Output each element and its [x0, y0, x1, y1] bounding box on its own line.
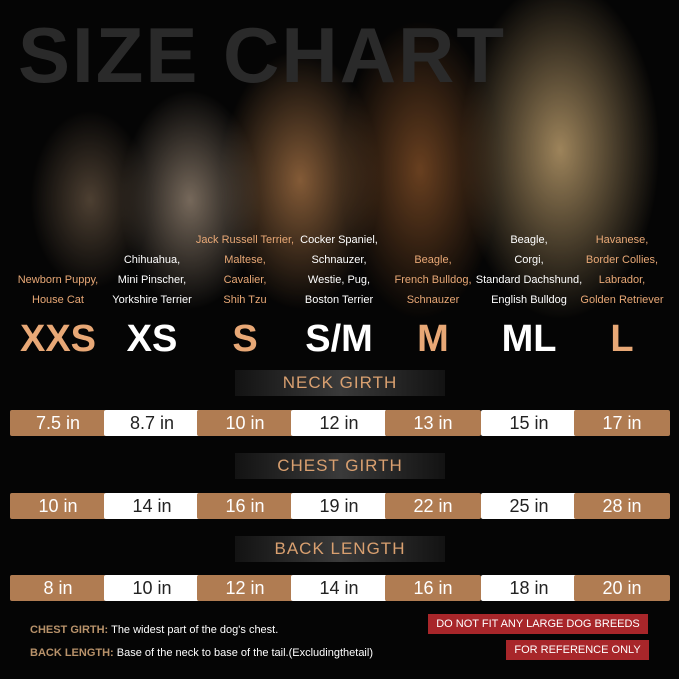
breed-name: Golden Retriever — [580, 294, 664, 306]
back-value: 12 in — [197, 575, 293, 601]
back-note-label: BACK LENGTH: — [30, 647, 114, 659]
chest-value: 25 in — [481, 493, 577, 519]
back-note-text: Base of the neck to base of the tail.(Ex… — [116, 647, 373, 659]
neck-value: 15 in — [481, 410, 577, 436]
size-label-m: M — [417, 318, 449, 360]
breed-name: Schnauzer, — [311, 254, 367, 266]
chest-value: 16 in — [197, 493, 293, 519]
breed-name: Cavalier, — [223, 274, 267, 286]
back-note: BACK LENGTH: Base of the neck to base of… — [30, 647, 373, 659]
neck-value: 8.7 in — [104, 410, 200, 436]
neck-girth-header: NECK GIRTH — [235, 370, 445, 396]
breed-name: Beagle, — [414, 254, 452, 266]
breed-name: Newborn Puppy, — [17, 274, 99, 286]
warning-large-breeds: DO NOT FIT ANY LARGE DOG BREEDS — [428, 614, 648, 634]
breed-name: Standard Dachshund, — [475, 274, 583, 286]
chest-value: 19 in — [291, 493, 387, 519]
breed-name: Cocker Spaniel, — [300, 234, 378, 246]
breed-name: Boston Terrier — [304, 294, 374, 306]
back-value: 8 in — [10, 575, 106, 601]
chest-value: 14 in — [104, 493, 200, 519]
breed-name: Havanese, — [595, 234, 649, 246]
neck-value: 13 in — [385, 410, 481, 436]
back-value: 18 in — [481, 575, 577, 601]
breed-name: Border Collies, — [585, 254, 659, 266]
size-label-xxs: XXS — [19, 318, 97, 360]
neck-value: 17 in — [574, 410, 670, 436]
back-value: 14 in — [291, 575, 387, 601]
breed-name: Maltese, — [224, 254, 266, 266]
size-label-sm: S/M — [305, 318, 373, 360]
size-label-s: S — [232, 318, 258, 360]
back-value: 16 in — [385, 575, 481, 601]
chest-value: 22 in — [385, 493, 481, 519]
back-value: 10 in — [104, 575, 200, 601]
warning-reference-only: FOR REFERENCE ONLY — [506, 640, 649, 660]
back-value: 20 in — [574, 575, 670, 601]
title: SIZE CHART — [18, 11, 506, 99]
chest-girth-header: CHEST GIRTH — [235, 453, 445, 479]
breed-name: English Bulldog — [491, 294, 567, 306]
breed-name: Shih Tzu — [223, 294, 267, 306]
neck-value: 12 in — [291, 410, 387, 436]
chest-note-label: CHEST GIRTH: — [30, 624, 109, 636]
neck-value: 10 in — [197, 410, 293, 436]
breed-name: Beagle, — [510, 234, 548, 246]
size-label-xs: XS — [126, 318, 178, 360]
breed-name: Westie, Pug, — [307, 274, 371, 286]
size-label-ml: ML — [501, 318, 557, 360]
breed-name: French Bulldog, — [394, 274, 472, 286]
size-label-l: L — [610, 318, 634, 360]
breed-name: Yorkshire Terrier — [112, 294, 192, 306]
chest-value: 28 in — [574, 493, 670, 519]
breed-name: House Cat — [32, 294, 84, 306]
breed-name: Corgi, — [514, 254, 544, 266]
chest-value: 10 in — [10, 493, 106, 519]
chest-note: CHEST GIRTH: The widest part of the dog'… — [30, 624, 278, 636]
breed-name: Jack Russell Terrier, — [195, 234, 295, 246]
dogs-photo — [0, 0, 679, 330]
breed-name: Labrador, — [598, 274, 646, 286]
breed-name: Schnauzer — [406, 294, 460, 306]
breed-name: Chihuahua, — [123, 254, 181, 266]
neck-value: 7.5 in — [10, 410, 106, 436]
chest-note-text: The widest part of the dog's chest. — [111, 624, 279, 636]
back-length-header: BACK LENGTH — [235, 536, 445, 562]
breed-name: Mini Pinscher, — [117, 274, 187, 286]
